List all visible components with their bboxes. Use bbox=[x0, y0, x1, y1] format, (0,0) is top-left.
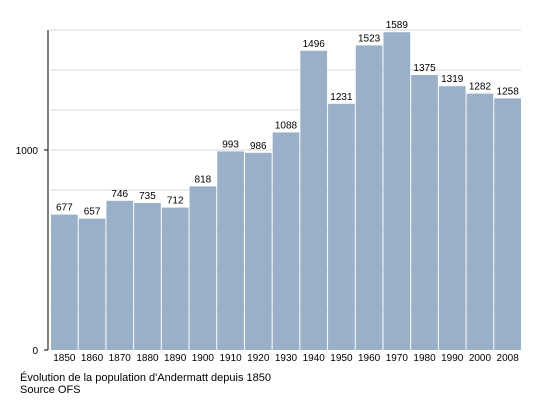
data-label-1950: 1231 bbox=[330, 92, 353, 103]
chart-source: Source OFS bbox=[20, 384, 81, 396]
bar-1970 bbox=[383, 32, 411, 350]
x-tick-label: 1920 bbox=[247, 353, 270, 364]
x-tick-label: 1980 bbox=[413, 353, 436, 364]
population-bar-chart: 677 657 746 735 712 818 993 986 1088 1496 1231 1523… bbox=[16, 20, 521, 364]
x-tick-label: 1910 bbox=[219, 353, 242, 364]
data-label-1920: 986 bbox=[250, 141, 267, 152]
bar-1900 bbox=[189, 186, 217, 350]
data-label-1870: 746 bbox=[111, 189, 128, 200]
x-tick-label: 1960 bbox=[358, 353, 381, 364]
data-label-1860: 657 bbox=[84, 207, 101, 218]
bar-1990 bbox=[438, 86, 466, 350]
x-tick-label: 1950 bbox=[330, 353, 353, 364]
data-label-1970: 1589 bbox=[386, 20, 409, 31]
data-label-1880: 735 bbox=[139, 191, 156, 202]
data-label-1850: 677 bbox=[56, 203, 73, 214]
x-tick-label: 1930 bbox=[275, 353, 298, 364]
bar-1880 bbox=[134, 203, 161, 350]
bar-1860 bbox=[78, 218, 106, 350]
bar-1870 bbox=[106, 200, 134, 350]
data-label-1890: 712 bbox=[167, 196, 184, 207]
bar-1940 bbox=[300, 50, 328, 351]
data-label-2008: 1258 bbox=[497, 86, 520, 97]
x-tick-label: 1940 bbox=[303, 353, 326, 364]
data-label-1930: 1088 bbox=[275, 120, 298, 131]
x-tick-label: 2008 bbox=[497, 353, 520, 364]
x-tick-label: 1870 bbox=[109, 353, 132, 364]
x-tick-label: 1900 bbox=[192, 353, 215, 364]
y-tick-label: 0 bbox=[32, 346, 38, 357]
x-tick-label: 1860 bbox=[81, 353, 104, 364]
x-tick-label: 1970 bbox=[386, 353, 409, 364]
bar-1920 bbox=[244, 152, 272, 350]
bar-1850 bbox=[51, 214, 78, 350]
bar-1960 bbox=[355, 45, 383, 351]
x-tick-label: 1880 bbox=[136, 353, 159, 364]
x-tick-label: 2000 bbox=[469, 353, 492, 364]
x-tick-label: 1990 bbox=[441, 353, 464, 364]
bar-2000 bbox=[466, 93, 494, 350]
x-tick-label: 1850 bbox=[53, 353, 76, 364]
bar-1980 bbox=[411, 75, 438, 350]
bar-1930 bbox=[272, 132, 300, 350]
bar-1950 bbox=[328, 103, 355, 350]
data-label-1910: 993 bbox=[222, 139, 239, 150]
data-label-1990: 1319 bbox=[441, 74, 464, 85]
data-label-1900: 818 bbox=[195, 174, 212, 185]
data-label-1960: 1523 bbox=[358, 33, 381, 44]
bar-1890 bbox=[161, 207, 189, 350]
bar-2008 bbox=[494, 98, 521, 351]
data-label-1940: 1496 bbox=[303, 39, 326, 50]
x-tick-label: 1890 bbox=[164, 353, 187, 364]
chart-caption: Évolution de la population d'Andermatt d… bbox=[20, 372, 272, 384]
y-tick-label: 1000 bbox=[16, 146, 39, 157]
bar-1910 bbox=[217, 151, 244, 350]
data-label-2000: 1282 bbox=[469, 82, 492, 93]
data-label-1980: 1375 bbox=[413, 63, 436, 74]
